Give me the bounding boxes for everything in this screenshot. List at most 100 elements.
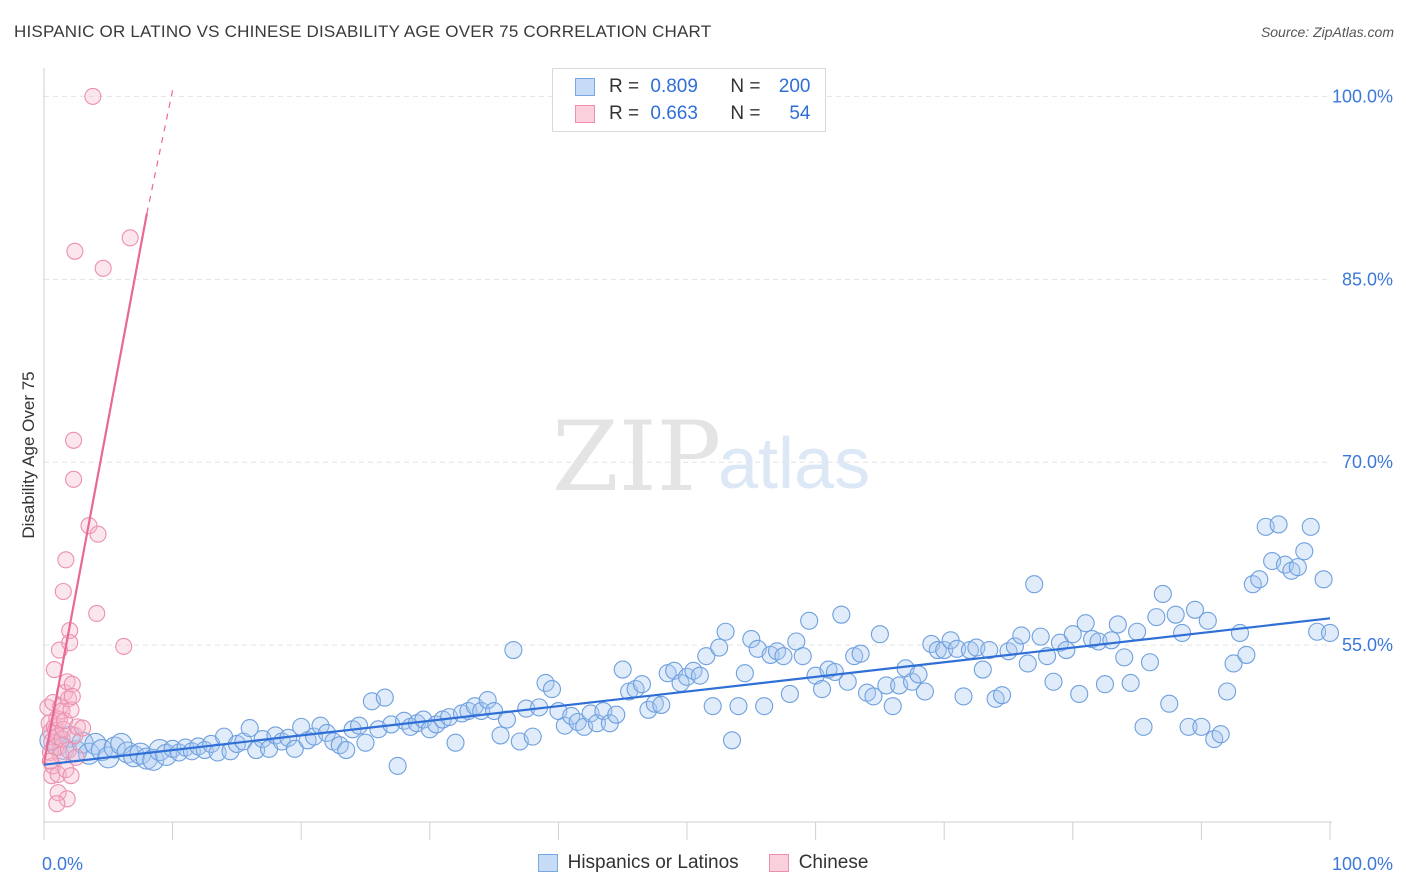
data-point bbox=[478, 690, 497, 710]
data-point bbox=[1160, 694, 1179, 713]
legend-r-label: R = bbox=[609, 76, 640, 97]
data-point bbox=[375, 688, 394, 707]
data-point bbox=[1314, 570, 1333, 589]
data-point bbox=[1224, 654, 1243, 673]
data-point bbox=[909, 665, 928, 684]
data-point bbox=[954, 687, 973, 706]
data-point bbox=[62, 767, 80, 785]
data-point bbox=[1115, 648, 1134, 667]
data-point bbox=[870, 625, 889, 644]
data-point bbox=[1320, 623, 1340, 643]
data-point bbox=[973, 660, 992, 679]
data-point bbox=[1237, 645, 1256, 664]
data-point bbox=[84, 732, 107, 756]
data-point bbox=[613, 660, 632, 679]
data-point bbox=[780, 684, 799, 704]
legend-n-value: 200 bbox=[778, 76, 811, 97]
data-point bbox=[388, 756, 407, 775]
data-point bbox=[94, 259, 112, 277]
data-point bbox=[800, 611, 819, 630]
watermark: ZIP atlas bbox=[552, 401, 870, 513]
chart-title: HISPANIC OR LATINO VS CHINESE DISABILITY… bbox=[14, 22, 712, 41]
data-point bbox=[240, 719, 259, 738]
bottom-legend-hispanic: Hispanics or Latinos bbox=[537, 852, 739, 874]
x-tick-label: 0.0% bbox=[42, 854, 83, 874]
y-tick-label: 70.0% bbox=[1342, 452, 1393, 472]
data-point bbox=[74, 719, 92, 737]
data-point bbox=[1063, 625, 1082, 644]
data-point bbox=[993, 686, 1012, 705]
data-point bbox=[793, 647, 812, 666]
data-point bbox=[1250, 570, 1269, 589]
data-point bbox=[121, 229, 139, 247]
y-tick-label: 55.0% bbox=[1342, 635, 1393, 655]
bottom-legend-label: Hispanics or Latinos bbox=[567, 852, 739, 873]
data-point bbox=[63, 675, 81, 693]
data-point bbox=[877, 676, 896, 695]
bottom-legend-swatch-chinese bbox=[768, 854, 789, 872]
data-point bbox=[1121, 673, 1140, 693]
data-point bbox=[722, 731, 742, 750]
data-point bbox=[690, 666, 709, 685]
data-point bbox=[652, 695, 671, 714]
y-tick-label: 100.0% bbox=[1332, 86, 1393, 106]
data-point bbox=[504, 640, 523, 660]
data-point bbox=[864, 687, 883, 706]
data-point bbox=[1102, 631, 1121, 650]
data-point bbox=[285, 739, 304, 758]
grid-lines bbox=[44, 95, 1330, 646]
data-point bbox=[1095, 675, 1114, 694]
legend-swatch-chinese bbox=[575, 105, 595, 123]
data-point bbox=[729, 697, 748, 716]
data-point bbox=[1269, 515, 1288, 534]
data-point bbox=[838, 672, 857, 691]
data-point bbox=[63, 687, 81, 705]
data-point bbox=[832, 605, 851, 624]
data-point bbox=[84, 87, 102, 105]
legend-r-value: 0.663 bbox=[650, 103, 698, 124]
data-point bbox=[1108, 615, 1127, 634]
tick-labels: 55.0% 70.0% 85.0% 100.0% 0.0% 100.0% bbox=[42, 86, 1393, 874]
data-point bbox=[54, 582, 72, 601]
legend-swatch-hispanic bbox=[575, 78, 595, 96]
data-point bbox=[851, 644, 870, 663]
data-point bbox=[632, 675, 652, 694]
data-point bbox=[1308, 622, 1327, 641]
data-point bbox=[57, 551, 75, 569]
data-point bbox=[485, 701, 504, 721]
trend-line-hispanic bbox=[43, 617, 1331, 766]
y-tick-label: 85.0% bbox=[1342, 269, 1393, 289]
watermark-atlas: atlas bbox=[718, 424, 870, 504]
data-point bbox=[1288, 558, 1307, 577]
data-point bbox=[915, 682, 934, 701]
data-point bbox=[742, 630, 761, 649]
legend-row-chinese: R = 0.663 N = 54 bbox=[575, 102, 811, 126]
data-point bbox=[1050, 633, 1069, 652]
data-point bbox=[1134, 717, 1153, 736]
data-point bbox=[115, 637, 133, 655]
data-point bbox=[812, 680, 832, 699]
legend-r-value: 0.809 bbox=[650, 76, 698, 97]
legend-n-value: 54 bbox=[789, 103, 811, 124]
data-point bbox=[66, 242, 84, 260]
data-point bbox=[1044, 672, 1063, 691]
data-point bbox=[1218, 682, 1237, 701]
data-point bbox=[1295, 542, 1314, 561]
data-point bbox=[716, 622, 735, 641]
data-point bbox=[883, 697, 902, 716]
data-point bbox=[1192, 717, 1211, 736]
data-point bbox=[1076, 614, 1095, 633]
data-point bbox=[65, 470, 83, 488]
data-point bbox=[65, 431, 83, 449]
data-point bbox=[337, 740, 356, 760]
data-point bbox=[697, 647, 716, 666]
trend-line-chinese-extension bbox=[146, 90, 174, 214]
data-point bbox=[1128, 622, 1147, 641]
data-point bbox=[58, 790, 76, 808]
data-point bbox=[1018, 654, 1037, 673]
data-point bbox=[928, 640, 947, 660]
data-point bbox=[1198, 611, 1217, 630]
bottom-legend-chinese: Chinese bbox=[768, 852, 868, 874]
legend-n-label: N = bbox=[730, 103, 761, 124]
